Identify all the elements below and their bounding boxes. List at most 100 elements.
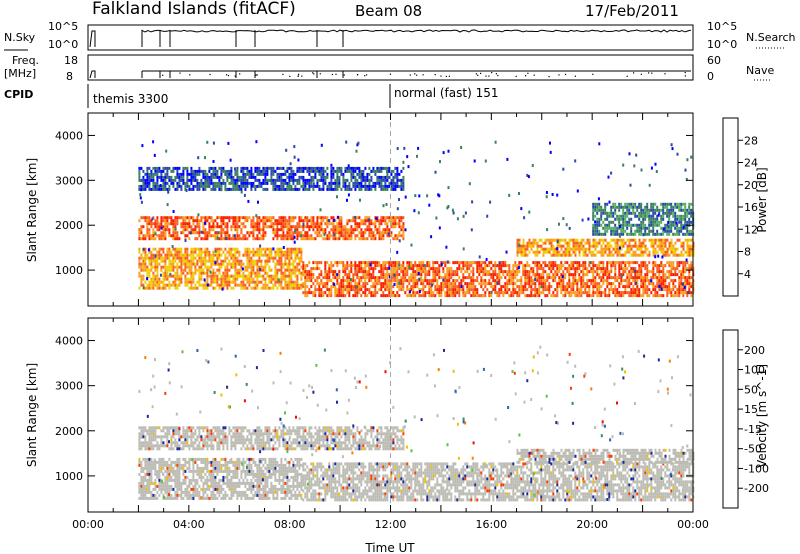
nave-dot-47 <box>255 74 257 76</box>
colorbar-tick-label-5: -50 <box>744 443 762 456</box>
freq-trace <box>89 70 691 79</box>
nave-dot-49 <box>440 75 442 77</box>
freq-tick-top: 18 <box>64 54 78 67</box>
nave-dot-33 <box>331 73 333 76</box>
nave-dot-52 <box>234 75 236 77</box>
nsky-tick-bottom: 10^0 <box>48 38 78 51</box>
colorbar-tick-label-1: 100 <box>744 364 765 377</box>
cpid-mode-1: themis 3300 <box>93 92 168 106</box>
ytick-label-0: 1000 <box>55 264 83 277</box>
nave-dot-29 <box>343 74 345 76</box>
nave-dot-45 <box>497 74 499 77</box>
freq-segment-start <box>89 70 96 79</box>
nave-dot-36 <box>525 75 527 77</box>
data-band-5 <box>592 202 695 236</box>
nave-dot-56 <box>189 74 191 76</box>
nsearch-label: N.Search <box>746 31 796 44</box>
nave-dot-8 <box>527 72 529 74</box>
nave-dot-6 <box>239 73 241 75</box>
nave-dot-48 <box>256 74 258 76</box>
velocity-ylabel: Slant Range [km] <box>25 363 39 467</box>
nave-dot-21 <box>558 74 560 76</box>
nave-dot-43 <box>548 76 550 78</box>
colorbar-tick-label-3: 15 <box>744 403 758 416</box>
nsky-label: N.Sky <box>4 31 36 44</box>
nave-dot-12 <box>495 73 497 75</box>
nave-dot-10 <box>289 75 291 77</box>
colorbar-tick-label-1: 8 <box>744 246 751 259</box>
colorbar-tick-label-5: 24 <box>744 157 758 170</box>
nave-dot-23 <box>313 73 315 75</box>
nsky-strip: N.Sky 10^5 10^0 10^5 10^0 N.Search <box>4 20 796 51</box>
data-band-3 <box>516 448 695 464</box>
nave-dot-19 <box>626 75 628 77</box>
beam-label: Beam 08 <box>355 2 422 20</box>
nave-dot-44 <box>162 74 164 76</box>
nave-label: Nave <box>746 64 774 77</box>
nave-dot-50 <box>651 72 653 74</box>
nsky-tick-top: 10^5 <box>48 20 78 33</box>
scatter-points <box>138 345 693 501</box>
nave-dot-34 <box>301 75 303 77</box>
velocity-data <box>138 345 695 502</box>
nave-dot-59 <box>684 75 686 77</box>
power-colorbar-label: Power [dB] <box>755 167 769 232</box>
colorbar-frame <box>722 329 739 509</box>
nave-dot-11 <box>422 74 424 76</box>
nsky-trace <box>89 29 692 48</box>
colorbar-tick-label-2: 12 <box>744 223 758 236</box>
nave-dot-22 <box>364 75 366 77</box>
nave-dot-46 <box>209 73 211 76</box>
xtick-label-0: 00:00 <box>72 518 104 531</box>
nsearch-tick-bottom: 10^0 <box>707 38 737 51</box>
colorbar-tick-label-0: 200 <box>744 344 765 357</box>
cpid-row: CPID themis 3300 normal (fast) 151 <box>4 84 498 108</box>
freq-strip: Freq. [MHz] 18 8 60 0 Nave <box>4 54 774 83</box>
data-band-4 <box>516 238 695 257</box>
colorbar-tick-label-4: -15 <box>744 423 762 436</box>
velocity-x-ticks: 00:00 04:00 08:00 12:00 16:00 20:00 00:00 <box>72 318 709 531</box>
nave-dot-17 <box>640 73 642 75</box>
power-colorbar: 4 8 12 16 20 24 28 <box>722 117 758 297</box>
nave-dot-0 <box>366 74 368 76</box>
cpid-mode-2: normal (fast) 151 <box>394 86 498 100</box>
nave-dot-26 <box>335 73 337 75</box>
nave-dot-57 <box>312 72 314 74</box>
nave-dot-40 <box>416 74 418 76</box>
nave-dot-25 <box>389 73 391 75</box>
velocity-colorbar: 200 100 50 15 -15 -50 -100 -200 <box>722 329 769 509</box>
power-ylabel: Slant Range [km] <box>25 158 39 262</box>
ytick-label-2: 3000 <box>55 174 83 187</box>
nave-dot-14 <box>515 75 517 77</box>
xtick-label-4: 16:00 <box>475 518 507 531</box>
velocity-panel: 1000 2000 3000 4000 00:00 04:00 08:00 12:00 16:… <box>25 317 769 554</box>
freq-tick-bottom: 8 <box>66 70 73 83</box>
xtick-label-6: 00:00 <box>677 518 709 531</box>
data-band-2 <box>302 462 695 502</box>
data-band-1 <box>138 216 405 241</box>
nave-dot-24 <box>445 75 447 77</box>
nave-dot-16 <box>485 75 487 77</box>
nave-dot-39 <box>475 73 477 75</box>
velocity-y-ticks: 1000 2000 3000 4000 <box>55 335 693 483</box>
data-band-0 <box>138 166 405 191</box>
data-band-2 <box>138 247 303 290</box>
nave-dot-32 <box>227 75 230 77</box>
nave-dot-53 <box>282 73 284 75</box>
nave-dot-37 <box>684 72 686 74</box>
freq-label-1: Freq. <box>12 54 39 67</box>
nave-dot-51 <box>297 75 299 77</box>
nave-dot-31 <box>648 72 650 74</box>
nave-dot-41 <box>574 75 576 77</box>
ytick-label-0: 1000 <box>55 470 83 483</box>
nave-dot-7 <box>298 73 300 75</box>
colorbar-tick-label-0: 4 <box>744 268 751 281</box>
xtick-label-1: 04:00 <box>173 518 205 531</box>
ytick-label-2: 3000 <box>55 380 83 393</box>
ytick-label-1: 2000 <box>55 219 83 232</box>
data-band-0 <box>138 426 405 451</box>
power-panel: 1000 2000 3000 4000 Slant Range [km] 4 8 12 16… <box>25 112 769 307</box>
ytick-label-1: 2000 <box>55 425 83 438</box>
figure-title: Falkland Islands (fitACF) <box>92 0 296 19</box>
